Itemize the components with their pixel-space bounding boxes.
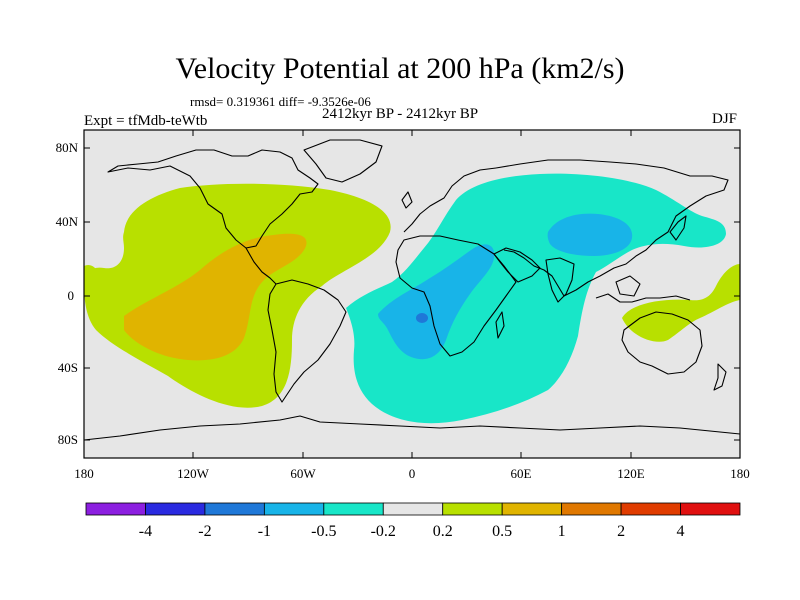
coastline-borneo <box>615 275 641 297</box>
coastlines <box>83 139 741 441</box>
x-label-0: 0 <box>409 466 416 481</box>
colorbar-label: 2 <box>617 523 625 540</box>
coastline-new-zealand <box>713 363 727 391</box>
colorbar-label: 0.2 <box>433 523 453 540</box>
negative-mid-region-africa <box>378 244 495 360</box>
colorbar-label: 1 <box>558 523 566 540</box>
coastline-australia <box>621 311 703 375</box>
tick-marks <box>83 130 741 458</box>
colorbar-label: 0.5 <box>492 523 512 540</box>
x-label-60w: 60W <box>290 466 316 481</box>
coastline-madagascar <box>495 311 505 339</box>
colorbar-swatch <box>204 502 265 516</box>
coastline-british-isles <box>401 191 413 209</box>
colorbar-label: 4 <box>677 523 685 540</box>
y-label-0: 0 <box>68 288 75 303</box>
colorbar-swatch <box>680 502 741 516</box>
positive-region-australia <box>622 264 740 342</box>
coastline-asia <box>495 159 729 297</box>
y-label-80n: 80N <box>56 140 79 155</box>
x-label-120e: 120E <box>617 466 645 481</box>
colorbar-swatch <box>442 502 503 516</box>
coastline-africa <box>395 235 517 357</box>
colorbar-label: -0.2 <box>371 523 396 540</box>
x-label-60e: 60E <box>511 466 532 481</box>
coastline-greenland <box>303 139 383 183</box>
colorbar-swatch <box>561 502 622 516</box>
colorbar-label: -1 <box>258 523 271 540</box>
coastline-europe <box>403 167 497 233</box>
season-label: DJF <box>712 111 738 127</box>
colorbar-swatch <box>145 502 206 516</box>
positive-region-pacific-east <box>84 264 100 298</box>
positive-mid-region-americas <box>124 233 307 361</box>
chart-title: Velocity Potential at 200 hPa (km2/s) <box>175 52 625 85</box>
colorbar-label: -4 <box>139 523 152 540</box>
colorbar-swatch <box>620 502 681 516</box>
x-axis-labels: 180 120W 60W 0 60E 120E 180 <box>74 466 750 481</box>
coastline-india <box>545 257 575 303</box>
coastline-arabia <box>493 247 541 283</box>
period-label: 2412kyr BP - 2412kyr BP <box>322 106 479 122</box>
coastline-japan <box>669 215 687 241</box>
negative-mid-region-asia <box>547 213 633 256</box>
colorbar-swatch <box>85 502 146 516</box>
colorbar-swatch <box>263 502 325 516</box>
colorbar-label: -0.5 <box>311 523 336 540</box>
x-label-180w: 180 <box>74 466 94 481</box>
colorbar-swatch <box>501 502 563 516</box>
colorbar-label: -2 <box>198 523 211 540</box>
colorbar: -4 -2 -1 -0.5 -0.2 0.2 0.5 1 2 4 <box>85 502 741 540</box>
coastline-antarctica <box>83 415 741 441</box>
y-label-80s: 80S <box>58 432 78 447</box>
negative-strong-core <box>416 313 428 323</box>
coastline-indonesia <box>595 293 691 303</box>
stats-line: rmsd= 0.319361 diff= -9.3526e-06 <box>190 94 371 109</box>
y-label-40n: 40N <box>56 214 79 229</box>
y-label-40s: 40S <box>58 360 78 375</box>
coastline-north-america <box>107 149 319 249</box>
coastline-central-america <box>245 247 277 285</box>
map-panel <box>83 129 741 459</box>
colorbar-swatch <box>382 502 444 516</box>
y-axis-labels: 80N 40N 0 40S 80S <box>56 140 79 447</box>
x-label-120w: 120W <box>177 466 210 481</box>
x-label-180e: 180 <box>730 466 750 481</box>
coastline-south-america <box>267 279 347 403</box>
experiment-label: Expt = tfMdb-teWtb <box>84 113 208 129</box>
colorbar-swatch <box>323 502 384 516</box>
